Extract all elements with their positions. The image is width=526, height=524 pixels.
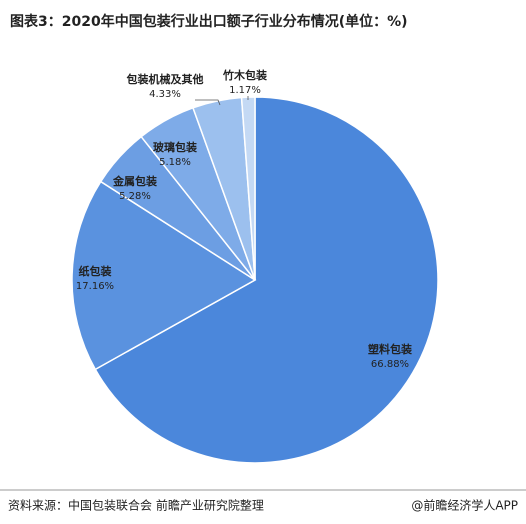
slice-label: 纸包装 (79, 264, 112, 278)
slice-label: 玻璃包装 (153, 140, 197, 154)
slice-value: 5.28% (119, 191, 151, 202)
slice-label: 竹木包装 (222, 68, 267, 82)
chart-title: 图表3：2020年中国包装行业出口额子行业分布情况(单位：%) (10, 13, 408, 30)
pie-slice (71, 180, 257, 371)
slice-label: 包装机械及其他 (126, 72, 204, 86)
leader-line (195, 99, 221, 106)
slice-value: 5.18% (159, 157, 191, 168)
slice-value: 1.17% (229, 85, 261, 96)
slice-value: 17.16% (76, 281, 114, 292)
pie-slice (94, 96, 439, 464)
source: 资料来源：中国包装联合会 前瞻产业研究院整理 (8, 498, 264, 513)
slice-label: 金属包装 (112, 174, 157, 188)
slice-value: 66.88% (371, 359, 409, 370)
credit: @前瞻经济学人APP (411, 498, 518, 513)
slice-value: 4.33% (149, 89, 181, 100)
slice-label: 塑料包装 (368, 342, 412, 356)
